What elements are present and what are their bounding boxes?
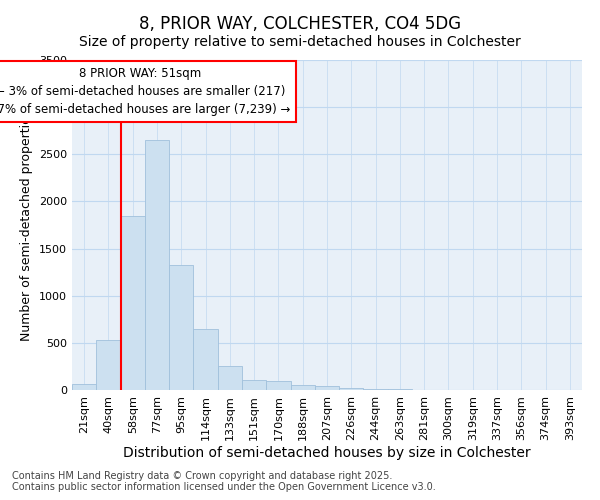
Bar	[218, 366, 242, 390]
Text: 8, PRIOR WAY, COLCHESTER, CO4 5DG: 8, PRIOR WAY, COLCHESTER, CO4 5DG	[139, 15, 461, 33]
Bar	[364, 388, 388, 390]
X-axis label: Distribution of semi-detached houses by size in Colchester: Distribution of semi-detached houses by …	[123, 446, 531, 460]
Bar	[145, 140, 169, 390]
Bar	[315, 386, 339, 390]
Bar	[96, 340, 121, 390]
Bar	[266, 380, 290, 390]
Bar	[72, 384, 96, 390]
Bar	[121, 216, 145, 390]
Bar	[388, 389, 412, 390]
Bar	[339, 388, 364, 390]
Bar	[242, 380, 266, 390]
Text: 8 PRIOR WAY: 51sqm
← 3% of semi-detached houses are smaller (217)
97% of semi-de: 8 PRIOR WAY: 51sqm ← 3% of semi-detached…	[0, 66, 290, 116]
Bar	[193, 328, 218, 390]
Y-axis label: Number of semi-detached properties: Number of semi-detached properties	[20, 110, 34, 340]
Bar	[169, 264, 193, 390]
Text: Contains HM Land Registry data © Crown copyright and database right 2025.
Contai: Contains HM Land Registry data © Crown c…	[12, 471, 436, 492]
Text: Size of property relative to semi-detached houses in Colchester: Size of property relative to semi-detach…	[79, 35, 521, 49]
Bar	[290, 385, 315, 390]
